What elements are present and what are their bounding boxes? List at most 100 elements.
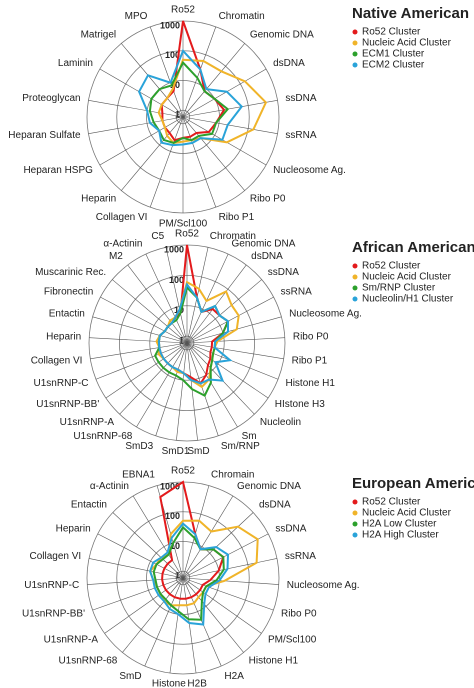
axis-label: ssDNA [275,523,306,534]
spoke [112,512,184,579]
spoke [182,512,254,579]
chart-title: Native American [352,5,469,22]
spoke [97,533,184,579]
axis-label: Heparan HSPG [23,165,93,176]
spoke [182,577,197,674]
spoke [186,342,279,380]
axis-label: H2B [187,679,207,688]
spoke [186,342,219,436]
r-tick-label: 1000 [164,244,184,254]
legend-label: H2A High Cluster [362,530,439,541]
spoke [186,342,198,441]
spoke [99,68,184,118]
spoke [165,247,188,344]
axis-label: dsDNA [273,58,305,69]
spoke [88,558,184,579]
axis-label: ssRNA [285,130,316,141]
legend-swatch [352,521,358,527]
spoke [182,100,278,118]
axis-label: dsDNA [259,500,291,511]
axis-label: U1snRNP-68 [58,656,117,667]
axis-label: Entactin [71,500,107,511]
spoke [182,533,269,579]
series-line [157,58,268,144]
r-tick-label: 1 [179,336,184,346]
legend-swatch [352,532,358,538]
axis-label: Nucleosome Ag. [273,165,346,176]
series-line [149,522,230,626]
axis-label: U1snRNP-C [24,580,79,591]
legend-label: ECM1 Cluster [362,49,425,60]
legend-label: Ro52 Cluster [362,497,421,508]
spoke [182,116,278,134]
legend-label: Nucleic Acid Cluster [362,508,452,519]
legend-swatch [352,510,358,516]
spoke [182,558,278,579]
axis-label: α-Actinin [90,481,129,492]
spoke [186,342,238,428]
spoke [105,342,188,399]
series-line [137,48,244,147]
spoke [186,337,285,344]
axis-label: Matrigel [81,30,117,41]
spoke [122,577,184,653]
spoke [90,342,188,360]
legend-label: Ro52 Cluster [362,261,421,272]
legend-label: Ro52 Cluster [362,27,421,38]
axis-label: Histone H1 [249,656,299,667]
legend-label: Nucleic Acid Cluster [362,38,452,49]
spoke [121,116,184,191]
spoke [88,100,184,118]
spoke [88,116,184,134]
spoke [186,342,269,399]
axis-label: ssRNA [281,287,312,298]
axis-label: U1snRNP-BB' [36,399,99,410]
axis-label: Heparin [46,332,81,343]
axis-label: SmD3 [125,441,153,452]
axis-label: Ribo P1 [292,355,328,366]
spoke [186,253,229,344]
spoke [186,247,209,344]
spoke [155,342,188,436]
axis-label: U1snRNP-A [44,634,99,645]
axis-label: Ribo P0 [293,332,329,343]
spoke [132,495,184,579]
axis-label: U1snRNP-BB' [22,608,85,619]
axis-label: Sm/RNP [221,441,260,452]
spoke [186,279,262,344]
spoke [92,316,188,344]
axis-label: C5 [151,231,164,242]
r-tick-label: 100 [169,275,184,285]
spoke [182,577,244,653]
legend-swatch [352,285,358,291]
legend-swatch [352,62,358,68]
spoke [182,68,267,118]
spoke [182,577,274,611]
spoke [186,264,247,344]
legend-label: Sm/RNP Cluster [362,283,436,294]
spoke [182,577,262,634]
r-tick-label: 100 [165,50,180,60]
axis-label: Genomic DNA [232,239,296,250]
spoke [104,577,184,634]
r-tick-label: 100 [165,511,180,521]
axis-label: Chromatin [210,231,256,242]
axis-label: Nucleosome Ag. [289,308,362,319]
axis-label: Ribo P0 [281,608,317,619]
legend-swatch [352,274,358,280]
series-line [157,282,233,385]
axis-label: Proteoglycan [22,93,80,104]
axis-label: Collagen VI [31,355,83,366]
spoke [95,342,188,380]
chart-title: African American [352,239,474,256]
axis-label: SmD [187,446,209,457]
axis-label: EBNA1 [122,470,155,481]
spoke [169,577,184,674]
r-tick-label: 1000 [160,20,180,30]
spoke [182,26,217,118]
axis-label: H2A [224,671,244,682]
spoke [182,116,245,191]
axis-label: Nucleolin [260,417,301,428]
spoke [149,26,184,118]
axis-label: Ro52 [175,229,199,240]
